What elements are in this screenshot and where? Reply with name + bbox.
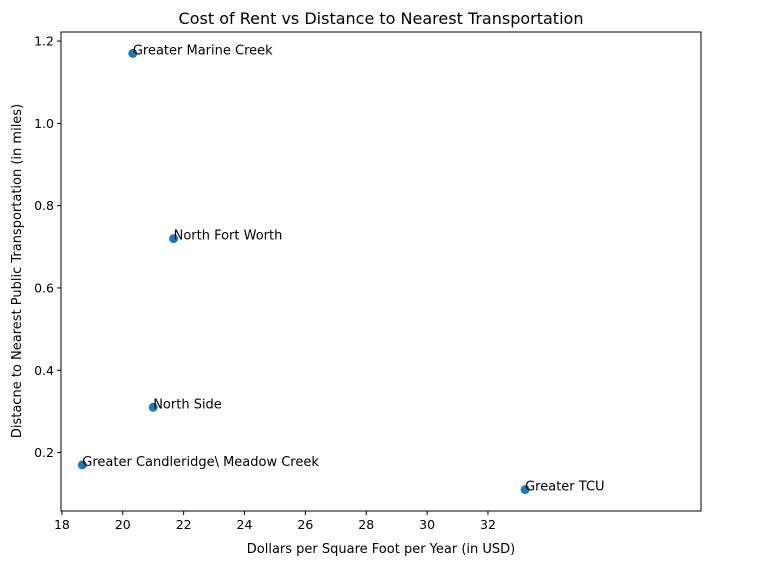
- x-tick-label: 20: [115, 517, 131, 532]
- x-tick-label: 32: [480, 517, 496, 532]
- x-tick-label: 30: [419, 517, 435, 532]
- data-point: [169, 234, 179, 244]
- plot-frame: [60, 31, 702, 512]
- x-tick-label: 24: [237, 517, 253, 532]
- data-point: [128, 48, 138, 58]
- data-points: Greater Marine Creek North Fort Worth Nort…: [77, 43, 605, 495]
- data-point: [77, 460, 87, 470]
- y-tick-label: 0.4: [34, 363, 54, 378]
- data-point: [520, 485, 530, 495]
- y-tick-label: 0.2: [34, 445, 54, 460]
- x-tick-label: 18: [54, 517, 70, 532]
- y-tick-label: 0.6: [34, 280, 54, 295]
- data-point-label: Greater Marine Creek: [133, 43, 273, 58]
- y-tick-label: 1.0: [34, 116, 54, 131]
- data-point-label: Greater TCU: [525, 480, 604, 495]
- x-tick-label: 22: [176, 517, 192, 532]
- y-axis-label: Distacne to Nearest Public Transportatio…: [10, 104, 25, 438]
- data-point: [148, 402, 158, 412]
- data-point-label: North Fort Worth: [174, 229, 283, 244]
- x-axis: 18 20 22 24 26 28 30 32: [54, 511, 496, 532]
- y-tick-label: 1.2: [34, 34, 54, 49]
- data-point-label: Greater Candleridge\ Meadow Creek: [82, 455, 319, 470]
- y-tick-label: 0.8: [34, 198, 54, 213]
- x-axis-label: Dollars per Square Foot per Year (in USD…: [247, 542, 515, 557]
- x-tick-label: 26: [297, 517, 313, 532]
- chart-title: Cost of Rent vs Distance to Nearest Tran…: [179, 9, 584, 28]
- x-tick-label: 28: [358, 517, 374, 532]
- y-axis: 0.2 0.4 0.6 0.8 1.0 1.2: [34, 34, 61, 460]
- data-point-label: North Side: [153, 397, 222, 412]
